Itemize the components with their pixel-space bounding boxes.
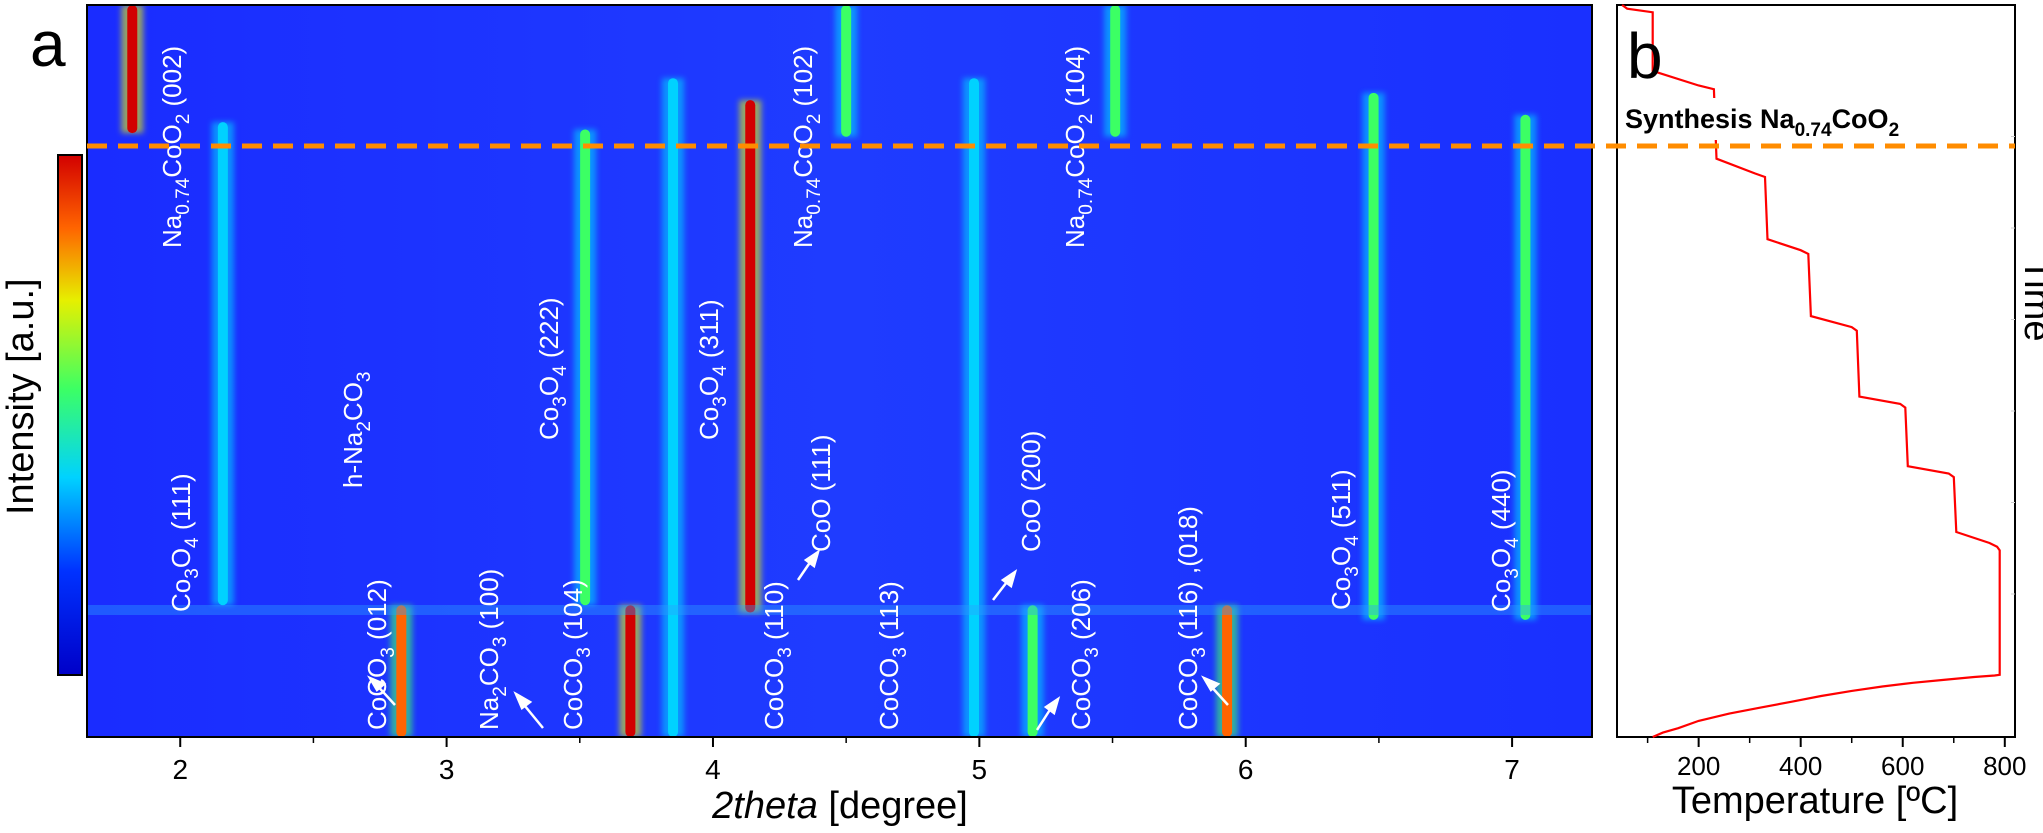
peak-streak-13 bbox=[1520, 114, 1531, 620]
annotation-13: CoCO3 (104) bbox=[558, 579, 595, 730]
annotation-15: CoCO3 (113) bbox=[874, 581, 911, 730]
colorbar-label: Intensity [a.u.] bbox=[0, 278, 42, 515]
arrow-head-2 bbox=[513, 691, 533, 710]
peak-streak-8 bbox=[969, 78, 980, 737]
synthesis-annotation: Synthesis Na0.74CoO2 bbox=[1625, 104, 1899, 141]
x-tick-label-b-2: 600 bbox=[1881, 751, 1924, 781]
x-axis-b: 200 400 600 800 bbox=[1646, 737, 2026, 781]
peak-streak-9 bbox=[1027, 605, 1038, 737]
arrows bbox=[367, 549, 1229, 731]
synthesis-main2: CoO bbox=[1832, 104, 1889, 134]
x-axis-a: 2 3 4 5 6 7 bbox=[172, 737, 1520, 785]
x-tick-label-b-0: 200 bbox=[1677, 751, 1720, 781]
annotation-4: h-Na2CO3 bbox=[338, 371, 375, 488]
annotation-8: CoO (200) bbox=[1016, 431, 1046, 552]
arrow-head-4 bbox=[1000, 569, 1018, 589]
annotation-0: Na0.74CoO2 (002) bbox=[157, 46, 194, 248]
peak-streak-7 bbox=[841, 5, 852, 137]
arrow-head-3 bbox=[803, 549, 821, 569]
panel-b-ticks bbox=[2011, 136, 2015, 595]
annotation-1: Na0.74CoO2 (102) bbox=[788, 46, 825, 248]
peak-annotations: Na0.74CoO2 (002) Na0.74CoO2 (102) Na0.74Co… bbox=[157, 46, 1523, 730]
peak-streak-11 bbox=[1222, 605, 1233, 737]
x-tick-label-a-2: 4 bbox=[705, 754, 721, 785]
annotation-11: CoCO3 (012) bbox=[362, 579, 399, 730]
peak-streak-1 bbox=[217, 122, 228, 606]
annotation-6: Co3O4 (311) bbox=[694, 299, 731, 440]
peak-streak-10 bbox=[1110, 5, 1121, 137]
annotation-12: Na2CO3 (100) bbox=[474, 569, 511, 730]
peak-streak-6 bbox=[745, 100, 756, 613]
heatmap-frame bbox=[86, 4, 1593, 738]
x-tick-label-b-3: 800 bbox=[1983, 751, 2026, 781]
colorbar bbox=[57, 154, 83, 676]
synthesis-sub: 0.74 bbox=[1795, 120, 1832, 141]
annotation-14: CoCO3 (110) bbox=[759, 581, 796, 730]
arrow-head-5 bbox=[1043, 696, 1061, 716]
peak-streak-5 bbox=[668, 78, 679, 737]
panel-b-label: b bbox=[1627, 20, 1663, 92]
y-axis-label-b: Time bbox=[2016, 258, 2043, 341]
x-axis-label-a: 2theta [degree] bbox=[711, 785, 968, 827]
annotation-5: Co3O4 (222) bbox=[534, 297, 571, 440]
x-tick-label-a-0: 2 bbox=[172, 754, 188, 785]
arrow-head-1 bbox=[367, 675, 387, 692]
x-axis-label-unit: [degree] bbox=[818, 785, 968, 827]
arrow-head-6 bbox=[1201, 675, 1221, 692]
peak-streak-2 bbox=[396, 605, 407, 737]
annotation-17: CoCO3 (116) ,(018) bbox=[1173, 506, 1210, 730]
x-tick-label-a-5: 7 bbox=[1504, 754, 1520, 785]
annotation-3: Co3O4 (111) bbox=[166, 473, 203, 612]
peak-streak-4 bbox=[625, 605, 636, 737]
x-axis-label-italic: 2theta bbox=[711, 785, 818, 827]
panel-a-label: a bbox=[30, 8, 66, 80]
x-tick-label-b-1: 400 bbox=[1779, 751, 1822, 781]
temperature-line bbox=[1621, 4, 2001, 739]
bright-band bbox=[87, 605, 1592, 615]
synthesis-main: Synthesis Na bbox=[1625, 104, 1796, 134]
x-tick-label-a-3: 5 bbox=[972, 754, 988, 785]
x-axis-label-b: Temperature [ºC] bbox=[1672, 780, 1958, 822]
x-tick-label-a-4: 6 bbox=[1238, 754, 1254, 785]
annotation-2: Na0.74CoO2 (104) bbox=[1060, 46, 1097, 248]
peak-streak-12 bbox=[1368, 92, 1379, 620]
heatmap bbox=[86, 4, 1593, 738]
synthesis-sub2: 2 bbox=[1889, 120, 1900, 141]
annotation-backdrop bbox=[1620, 98, 2000, 140]
x-tick-label-a-1: 3 bbox=[439, 754, 455, 785]
annotation-10: Co3O4 (440) bbox=[1486, 469, 1523, 612]
annotation-16: CoCO3 (206) bbox=[1066, 579, 1103, 730]
annotation-7: CoO (111) bbox=[806, 434, 836, 552]
annotation-9: Co3O4 (511) bbox=[1326, 469, 1363, 610]
peak-streak-0 bbox=[127, 5, 138, 134]
peak-streak-3 bbox=[580, 129, 591, 606]
